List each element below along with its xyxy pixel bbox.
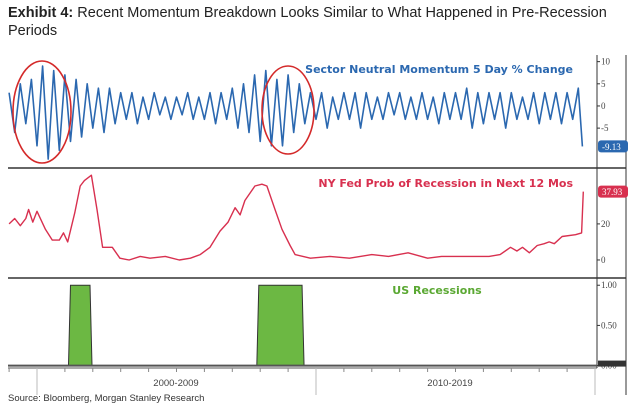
x-axis-label-2010s: 2010-2019	[427, 378, 472, 389]
y-tick-label: 20	[601, 219, 611, 229]
momentum-panel: 10 5 0 -5 -9.13	[8, 55, 628, 168]
y-tick-label: 0	[601, 255, 606, 265]
highlight-circle-2008	[261, 65, 315, 155]
recession-probability-panel: 20 0 37.93	[8, 168, 628, 278]
y-tick-label: 1.00	[601, 280, 617, 290]
recessions-panel: 1.000.500.00	[8, 278, 626, 371]
highlight-circle-2000	[12, 60, 72, 164]
recession-probability-line	[8, 174, 584, 261]
exhibit-number: Exhibit 4:	[8, 5, 74, 21]
y-tick-label: 0	[601, 101, 606, 111]
exhibit-title: Exhibit 4: Recent Momentum Breakdown Loo…	[8, 4, 628, 40]
x-axis-label-2000s: 2000-2009	[153, 378, 198, 389]
chart-frame	[8, 55, 627, 395]
recession-bar	[256, 284, 305, 367]
source-note: Source: Bloomberg, Morgan Stanley Resear…	[8, 393, 204, 404]
y-tick-label: -5	[601, 123, 609, 133]
last-value-label: 37.93	[602, 187, 623, 197]
last-value-badge	[598, 185, 628, 198]
last-value-label: -9.13	[602, 142, 621, 152]
exhibit-title-text: Recent Momentum Breakdown Looks Similar …	[8, 5, 607, 39]
recession-bar	[67, 284, 93, 367]
momentum-line	[8, 65, 584, 160]
last-value-badge	[598, 360, 626, 367]
y-tick-label: 5	[601, 79, 606, 89]
last-value-badge	[598, 140, 628, 153]
momentum-series-label: Sector Neutral Momentum 5 Day % Change	[305, 63, 573, 76]
y-tick-label: 0.50	[601, 320, 617, 330]
y-tick-label: 10	[601, 57, 611, 67]
recessions-series-label: US Recessions	[392, 284, 482, 297]
recession-prob-series-label: NY Fed Prob of Recession in Next 12 Mos	[318, 177, 573, 190]
